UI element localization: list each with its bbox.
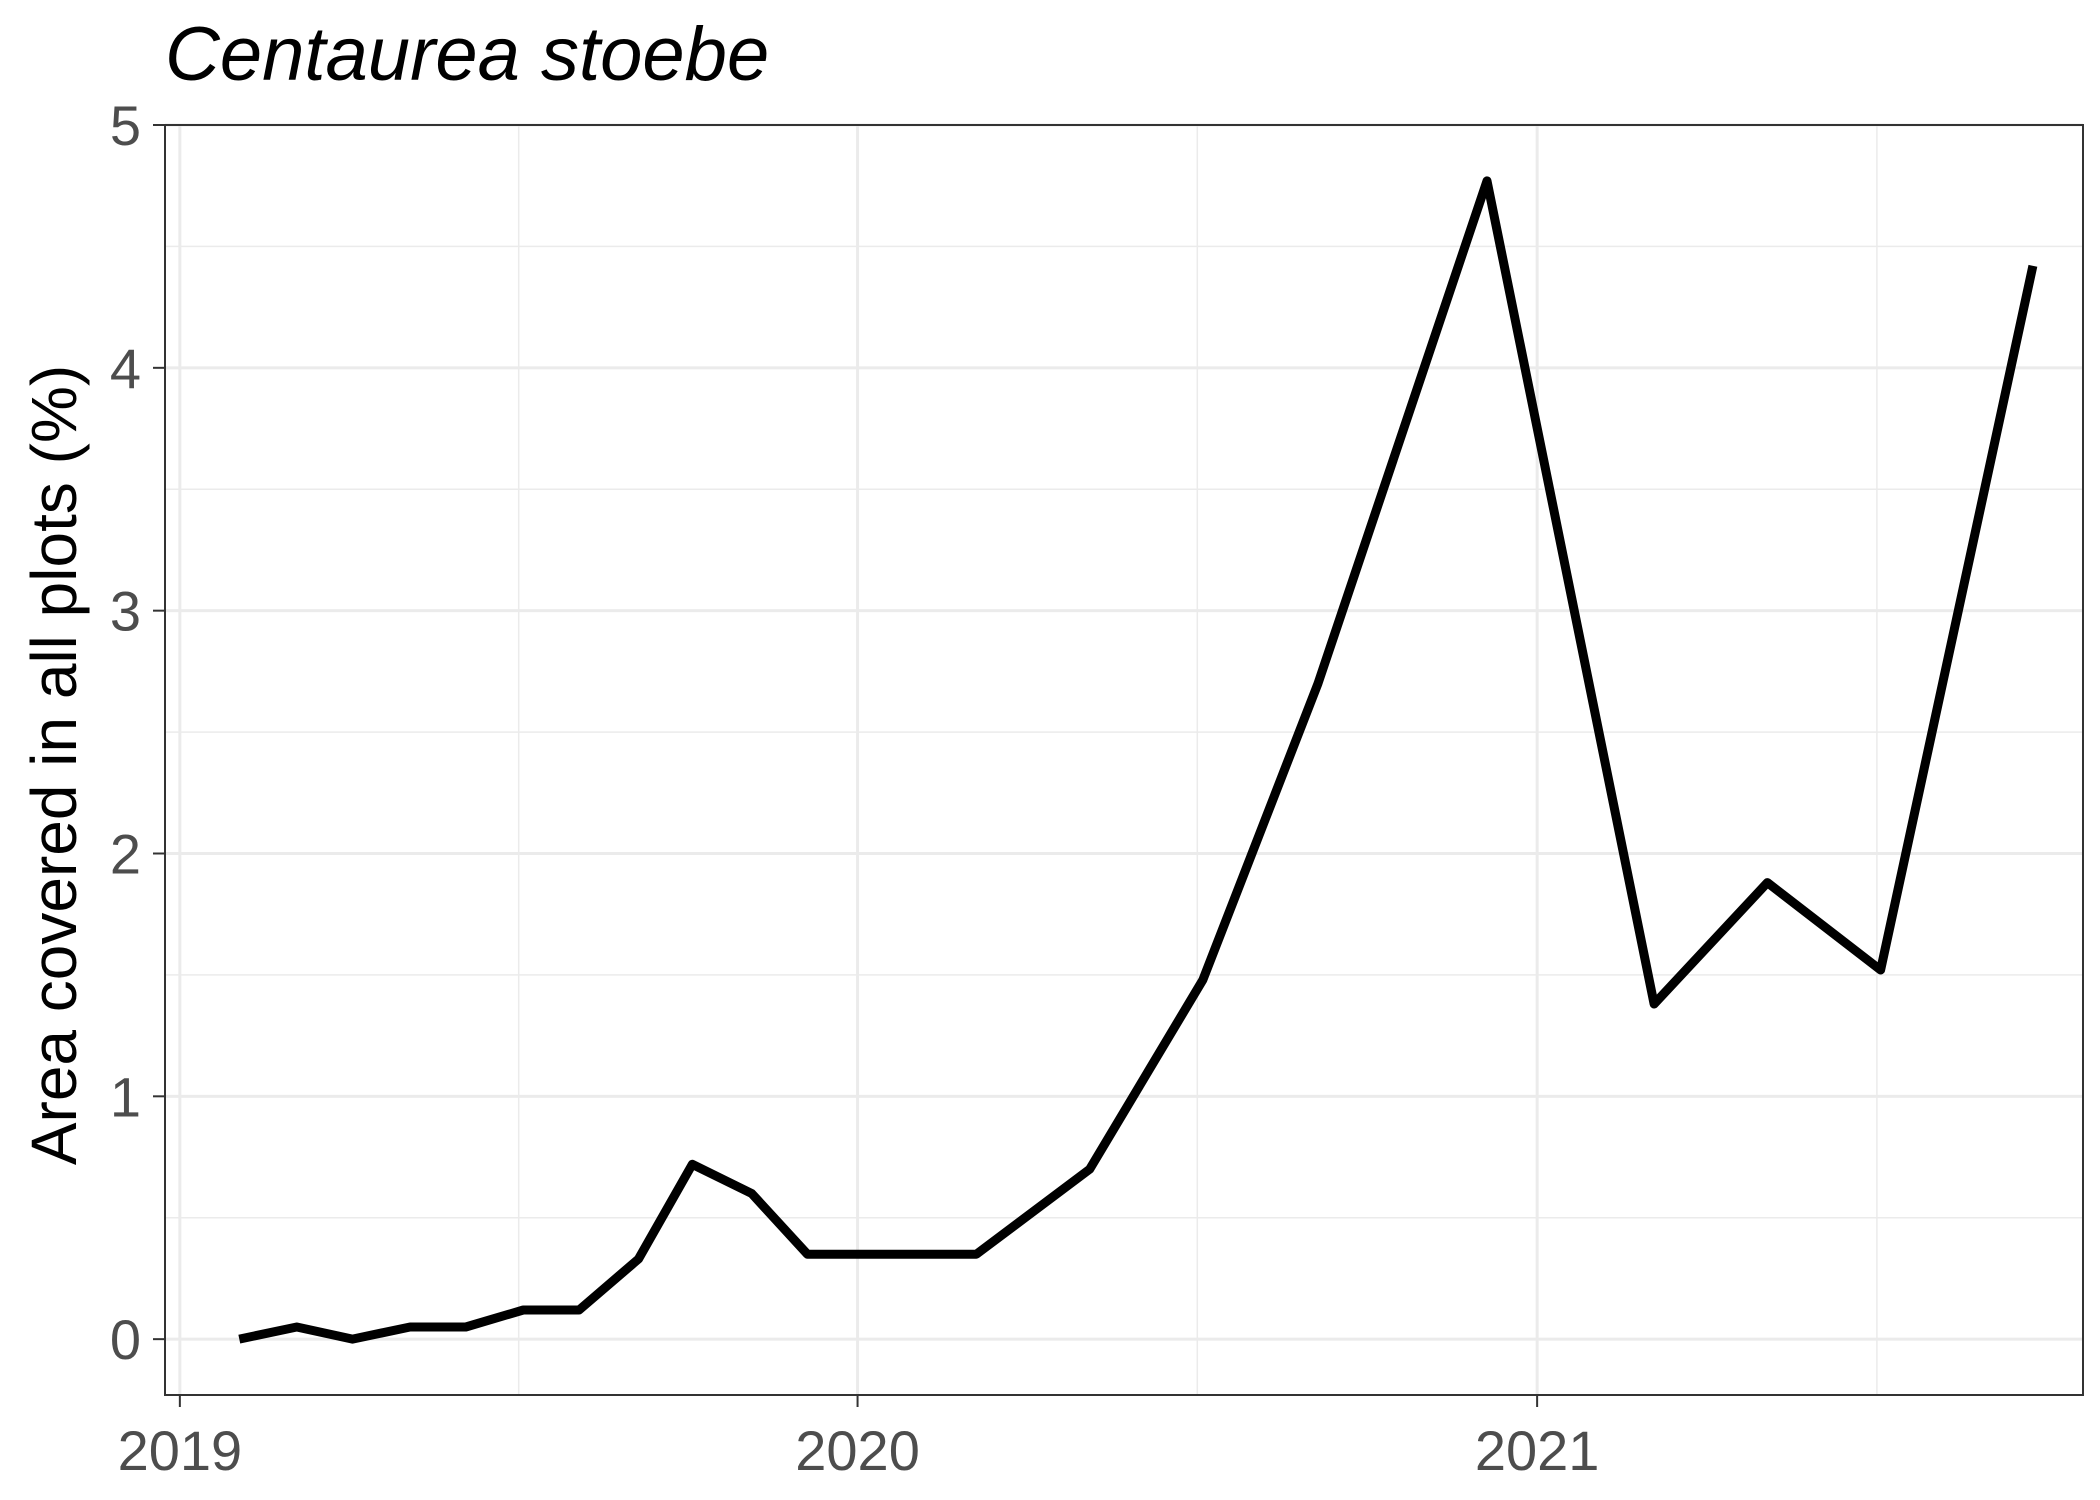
x-tick-label: 2020 bbox=[795, 1419, 920, 1482]
y-tick-label: 5 bbox=[110, 94, 141, 157]
y-axis-label: Area covered in all plots (%) bbox=[18, 365, 90, 1165]
y-tick-label: 1 bbox=[110, 1065, 141, 1128]
series-line bbox=[238, 176, 2038, 1344]
chart-title: Centaurea stoebe bbox=[165, 12, 769, 97]
plot-panel bbox=[165, 125, 2083, 1395]
panel-border bbox=[164, 124, 2084, 1396]
y-tick-label: 4 bbox=[110, 337, 141, 400]
x-tick-label: 2019 bbox=[118, 1419, 243, 1482]
y-tick-label: 3 bbox=[110, 580, 141, 643]
plot-area: 0 1 2 3 4 5 2019 2020 2021 bbox=[110, 94, 2084, 1482]
y-tick-label: 2 bbox=[110, 822, 141, 885]
x-tick-label: 2021 bbox=[1475, 1419, 1600, 1482]
y-tick-label: 0 bbox=[110, 1308, 141, 1371]
